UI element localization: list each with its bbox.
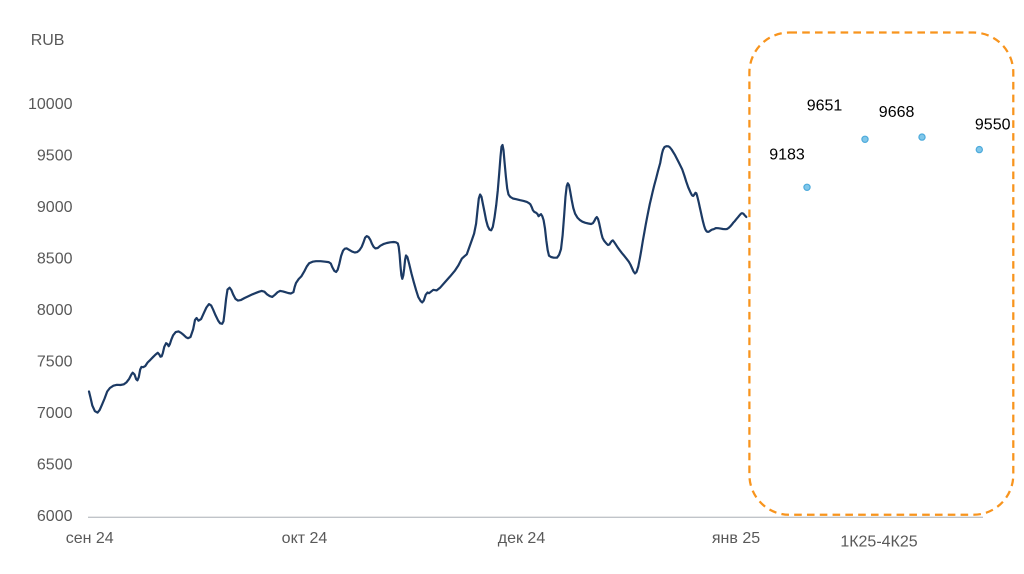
svg-text:6500: 6500	[37, 457, 73, 474]
svg-text:сен 24: сен 24	[66, 530, 114, 547]
svg-text:7500: 7500	[37, 354, 73, 371]
svg-text:8000: 8000	[37, 302, 73, 319]
svg-text:9500: 9500	[37, 147, 73, 164]
svg-text:9000: 9000	[37, 199, 73, 216]
svg-text:7000: 7000	[37, 405, 73, 422]
svg-text:1К25-4К25: 1К25-4К25	[840, 533, 917, 550]
svg-text:6000: 6000	[37, 508, 73, 525]
svg-text:9183: 9183	[769, 147, 805, 164]
svg-text:янв 25: янв 25	[712, 530, 760, 547]
svg-text:дек 24: дек 24	[498, 530, 546, 547]
svg-text:9550: 9550	[975, 117, 1011, 134]
svg-text:9651: 9651	[807, 98, 843, 115]
svg-text:RUB: RUB	[31, 32, 65, 49]
svg-text:10000: 10000	[28, 96, 73, 113]
svg-text:9668: 9668	[879, 104, 915, 121]
svg-text:окт 24: окт 24	[282, 530, 328, 547]
svg-text:8500: 8500	[37, 250, 73, 267]
